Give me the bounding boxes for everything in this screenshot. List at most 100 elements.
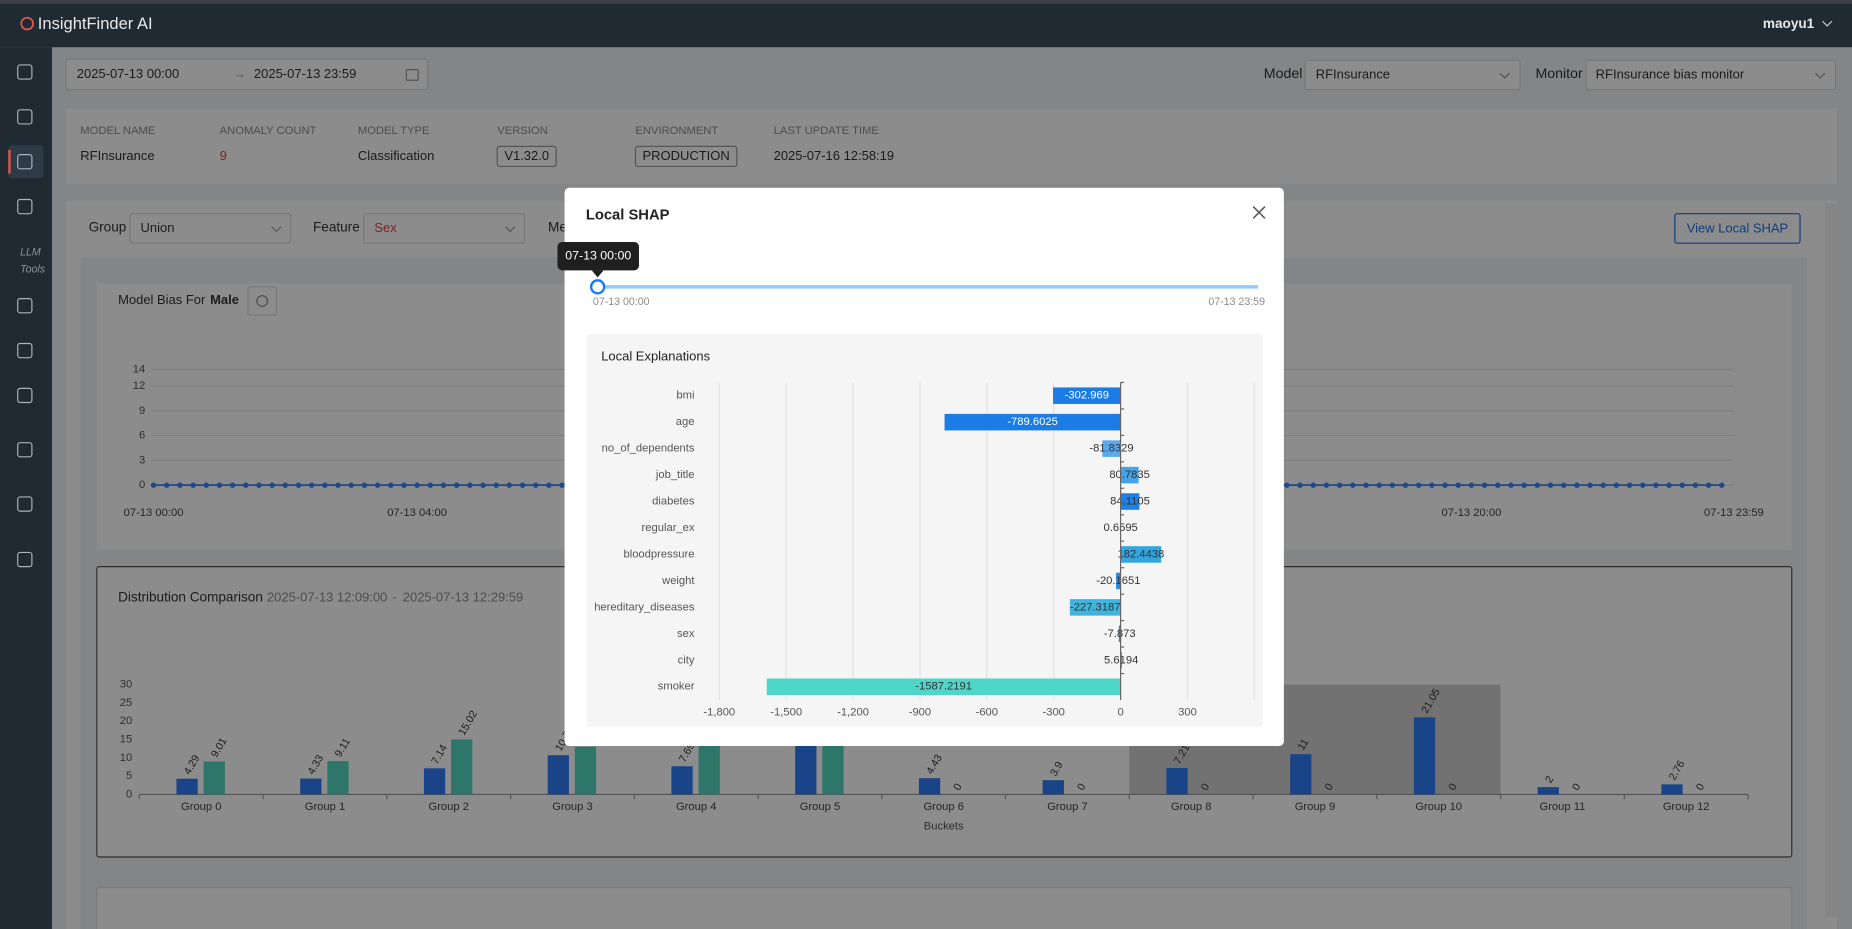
point [374,482,381,488]
feature-select[interactable] [363,213,526,244]
label: RFInsurance [1316,66,1390,81]
point [559,482,565,488]
user-menu[interactable]: maoyu1 [1763,16,1815,31]
point [203,482,209,488]
model-select[interactable] [1304,59,1521,91]
nav-icon[interactable] [17,551,33,568]
view-local-shap-button[interactable] [1674,213,1801,244]
y-tick-label: 9 [139,405,145,417]
bar [766,678,1121,696]
bar [1042,780,1064,795]
value-label: 0 [1323,781,1336,792]
y-tick-label: job_title [655,469,695,481]
point [282,482,289,488]
label: 2025-07-13 12:29:59 [403,589,523,604]
group-select[interactable] [129,213,292,244]
x-tick-label: Group 9 [1295,801,1335,813]
refresh-button[interactable] [247,286,277,316]
x-tick-label: Group 6 [923,801,963,813]
x-tick-label: 300 [1178,706,1197,718]
x-tick-label: Group 2 [428,801,468,813]
point [1442,482,1448,488]
nav-icon[interactable] [17,387,33,404]
bar [671,766,693,795]
y-tick-label: 0 [139,479,145,491]
section-label: Tools [20,264,46,276]
top-strip [0,0,1852,4]
x-tick-label: -1,500 [770,706,802,718]
bar [176,778,198,795]
y-tick-label: 30 [120,679,132,691]
nav-icon[interactable] [17,342,33,359]
date-range-picker[interactable] [65,58,429,91]
nav-icon[interactable] [17,442,33,458]
value-label: -7.873 [1104,628,1136,640]
monitor-select[interactable] [1585,59,1837,91]
value-label: 11 [1295,737,1311,753]
point [1481,482,1488,488]
label: Model [1264,66,1303,82]
x-tick-label: 07-13 23:59 [1704,507,1764,519]
nav-icon[interactable] [17,154,33,170]
value-label: -227.3187 [1070,601,1120,613]
field-label: MODEL NAME [80,125,155,137]
bar [423,768,446,795]
field-value: V1.32.0 [504,148,549,163]
label: RFInsurance bias monitor [1596,66,1745,81]
tooltip-text: 07-13 00:00 [565,248,631,262]
chart-title: Local Explanations [601,349,710,364]
nav-icon[interactable] [17,64,33,80]
value-label: 2 [1543,774,1556,785]
label: → [233,66,246,81]
nav-icon[interactable] [17,198,33,215]
value-label: 0 [1694,781,1707,792]
x-tick-label: 07-13 04:00 [387,507,447,519]
value-label: 0 [1075,781,1088,792]
bar [1120,546,1162,563]
x-tick-label: Group 11 [1539,801,1585,813]
slider-label: 07-13 23:59 [1208,296,1265,308]
point [348,482,354,488]
nav-icon[interactable] [17,496,33,512]
modal: Local SHAP 07-13 00:00 07-13 00:00 07-13 23… [557,187,1284,747]
label[interactable]: View Local SHAP [1687,220,1788,235]
value-label: 0 [951,781,964,792]
y-tick-label: 20 [120,715,132,727]
point [427,482,434,488]
slider-handle[interactable] [589,279,606,295]
x-tick-label: 07-13 00:00 [124,507,184,519]
y-tick-label: no_of_dependents [602,443,695,455]
bar [574,746,597,795]
point [1521,482,1527,488]
point [1547,482,1554,488]
field-label: LAST UPDATE TIME [774,125,879,137]
tag-box [496,145,557,168]
chart-title: Male [210,292,239,307]
x-tick-label: Group 3 [552,801,592,813]
point [164,482,170,488]
chevron-icon [271,226,282,233]
label: Monitor [1535,66,1583,82]
close-button[interactable] [1252,206,1266,219]
value-label: -789.6025 [1007,416,1057,428]
point [493,482,499,488]
bar [300,778,322,795]
value-label: 84.1105 [1110,496,1150,508]
label: Group [89,219,127,234]
nav-icon[interactable] [17,298,33,314]
point [519,482,526,488]
y-tick-label: city [678,654,695,666]
chevron-icon [505,226,516,233]
point [150,482,157,488]
point [1640,482,1646,488]
bar [1537,787,1559,795]
field-value: Classification [358,148,434,163]
y-tick-label: 6 [139,430,145,442]
nav-icon[interactable] [17,109,33,125]
scrollbar [1824,203,1837,918]
point [1323,482,1330,488]
point [1679,482,1685,488]
field-value: 9 [220,148,227,163]
value-label: 0 [1570,781,1583,792]
value-label: 5.6194 [1104,654,1138,666]
